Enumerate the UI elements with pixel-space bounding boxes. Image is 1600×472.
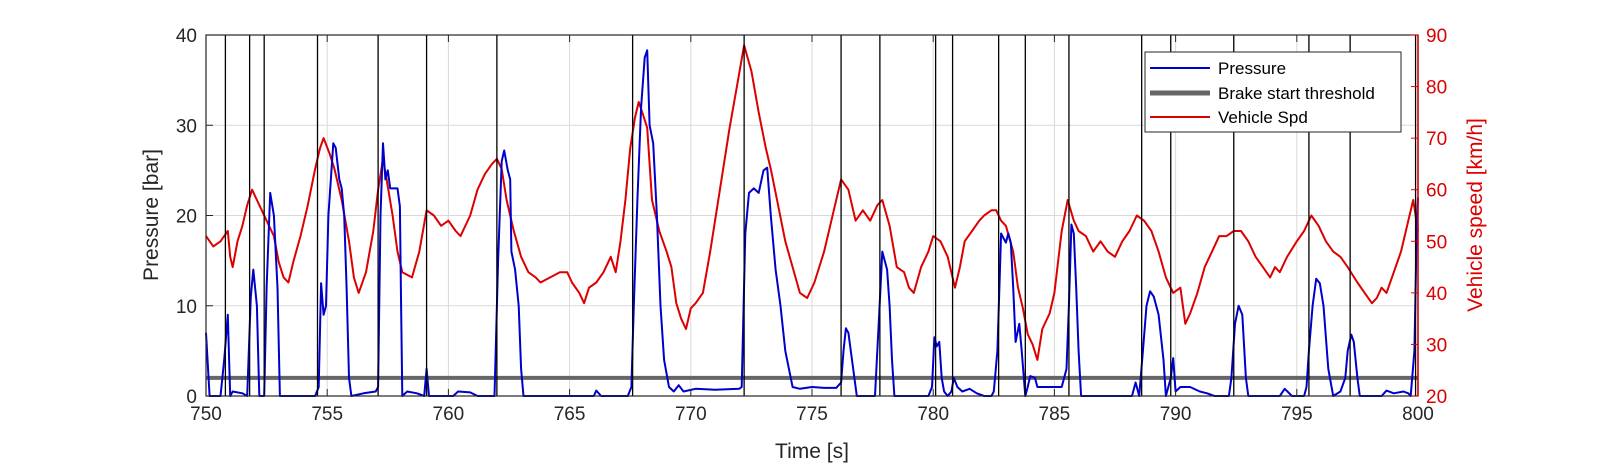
y-left-axis-title: Pressure [bar] <box>140 149 163 281</box>
y-right-axis-title: Vehicle speed [km/h] <box>1464 118 1487 312</box>
y-left-tick-label: 20 <box>176 207 197 228</box>
legend: Pressure Brake start threshold Vehicle S… <box>1144 51 1402 133</box>
y-left-tick-label: 30 <box>176 116 197 137</box>
y-right-axis-ticks: 20 30 40 50 60 70 80 90 <box>1411 26 1447 408</box>
x-tick-label: 760 <box>433 404 465 425</box>
y-right-tick-label: 30 <box>1426 335 1447 356</box>
event-lines <box>224 35 1417 396</box>
legend-label-pressure: Pressure <box>1218 59 1286 78</box>
y-left-tick-label: 10 <box>176 297 197 318</box>
y-right-tick-label: 60 <box>1426 181 1447 202</box>
x-tick-label: 770 <box>675 404 707 425</box>
x-tick-label: 775 <box>796 404 828 425</box>
x-tick-label: 780 <box>917 404 949 425</box>
y-right-tick-label: 50 <box>1426 232 1447 253</box>
y-right-tick-label: 70 <box>1426 129 1447 150</box>
x-axis-ticks: 750 755 760 765 770 775 780 785 790 795 800 <box>190 35 1434 425</box>
y-left-tick-label: 0 <box>186 387 197 408</box>
x-tick-label: 755 <box>311 404 343 425</box>
x-tick-label: 795 <box>1281 404 1313 425</box>
y-left-tick-label: 40 <box>176 26 197 47</box>
x-tick-label: 750 <box>190 404 222 425</box>
y-right-tick-label: 20 <box>1426 387 1447 408</box>
x-tick-label: 765 <box>554 404 586 425</box>
pressure-line <box>205 49 1419 397</box>
y-right-tick-label: 90 <box>1426 26 1447 47</box>
x-tick-label: 790 <box>1160 404 1192 425</box>
legend-label-speed: Vehicle Spd <box>1218 108 1308 127</box>
x-tick-label: 785 <box>1039 404 1071 425</box>
y-right-tick-label: 80 <box>1426 78 1447 99</box>
x-axis-title: Time [s] <box>775 440 849 463</box>
pressure-series <box>205 49 1419 397</box>
y-right-tick-label: 40 <box>1426 284 1447 305</box>
x-tick-label: 800 <box>1402 404 1434 425</box>
y-left-axis-ticks: 0 10 20 30 40 <box>176 26 213 408</box>
legend-label-threshold: Brake start threshold <box>1218 84 1375 103</box>
